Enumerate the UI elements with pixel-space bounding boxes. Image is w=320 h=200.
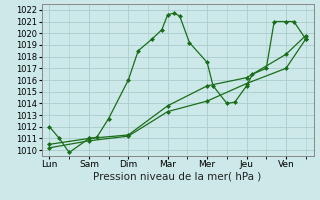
X-axis label: Pression niveau de la mer( hPa ): Pression niveau de la mer( hPa ) [93, 172, 262, 182]
